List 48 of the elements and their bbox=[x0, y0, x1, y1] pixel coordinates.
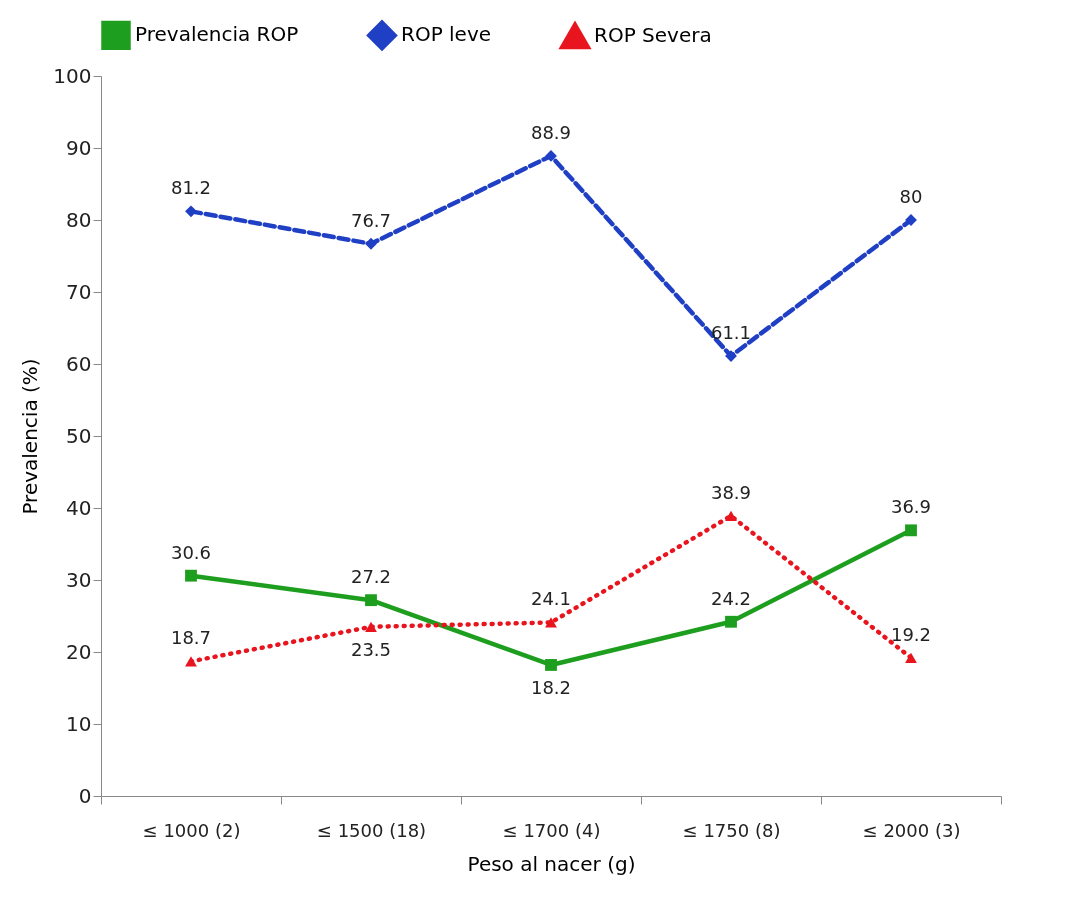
y-tick-label: 100 bbox=[53, 63, 92, 88]
point bbox=[185, 569, 197, 582]
x-tick-label: ≤ 1500 (18) bbox=[316, 819, 427, 841]
point bbox=[365, 594, 377, 607]
data-label: 24.2 bbox=[710, 587, 752, 609]
data-label: 18.7 bbox=[170, 627, 212, 649]
point bbox=[545, 659, 557, 671]
point bbox=[905, 524, 917, 537]
x-axis-title: Peso al nacer (g) bbox=[467, 851, 636, 876]
data-label: 18.2 bbox=[530, 676, 572, 698]
data-label: 27.2 bbox=[350, 566, 392, 588]
data-label: 88.9 bbox=[530, 121, 572, 143]
x-tick-label: ≤ 1000 (2) bbox=[142, 819, 241, 841]
x-tick-label: ≤ 1750 (8) bbox=[682, 819, 781, 841]
y-tick-label: 50 bbox=[66, 423, 92, 448]
y-tick-label: 40 bbox=[66, 495, 92, 520]
legend-label: Prevalencia ROP bbox=[135, 22, 299, 47]
x-tick-label: ≤ 2000 (3) bbox=[862, 819, 961, 841]
point bbox=[365, 621, 377, 632]
legend-label: ROP Severa bbox=[594, 23, 712, 48]
y-tick-label: 20 bbox=[66, 639, 92, 664]
point bbox=[545, 617, 557, 628]
y-tick-label: 70 bbox=[66, 279, 92, 304]
y-tick-label: 10 bbox=[66, 711, 92, 736]
data-label: 36.9 bbox=[890, 496, 932, 518]
data-label: 30.6 bbox=[170, 541, 212, 563]
y-axis-title: Prevalencia (%) bbox=[18, 358, 43, 515]
point bbox=[185, 205, 197, 218]
point bbox=[905, 652, 917, 663]
point bbox=[725, 510, 737, 522]
data-label: 19.2 bbox=[890, 623, 932, 645]
data-label: 23.5 bbox=[350, 638, 392, 660]
data-label: 61.1 bbox=[710, 322, 752, 344]
y-tick-label: 90 bbox=[66, 135, 92, 160]
legend-label: ROP leve bbox=[401, 22, 492, 47]
data-label: 38.9 bbox=[710, 481, 752, 503]
data-label: 76.7 bbox=[350, 209, 392, 231]
point bbox=[545, 150, 557, 162]
data-label: 24.1 bbox=[530, 588, 572, 610]
point bbox=[725, 615, 737, 628]
x-tick-label: ≤ 1700 (4) bbox=[502, 819, 601, 841]
y-tick-label: 80 bbox=[66, 207, 92, 232]
y-tick-label: 0 bbox=[78, 783, 92, 808]
y-tick-label: 30 bbox=[66, 567, 92, 592]
point bbox=[365, 237, 377, 250]
y-tick-label: 60 bbox=[66, 351, 92, 376]
data-label: 81.2 bbox=[170, 177, 212, 199]
data-label: 80 bbox=[899, 186, 923, 207]
